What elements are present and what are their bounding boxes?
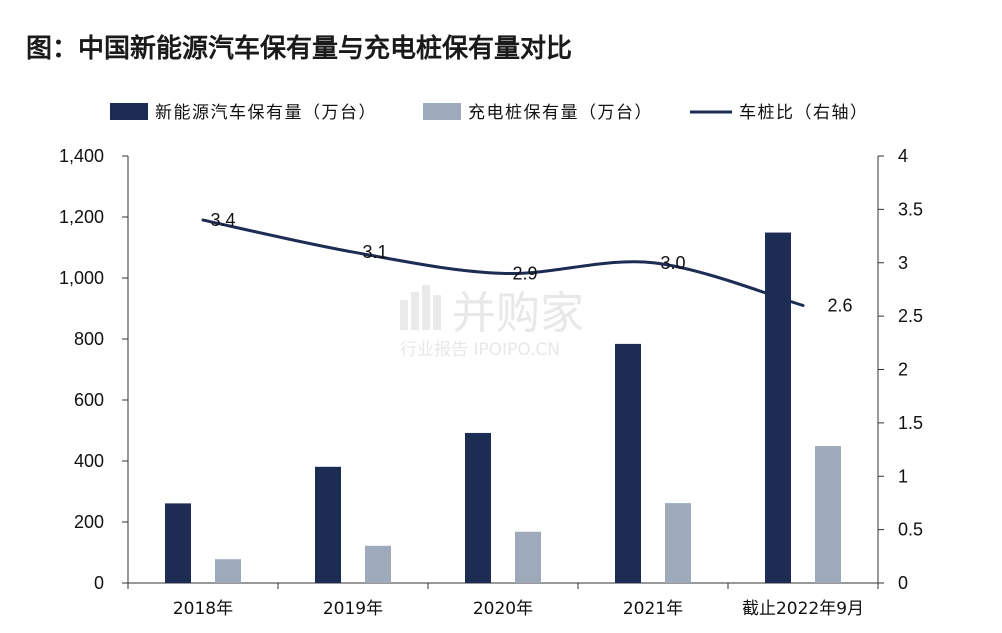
legend: 新能源汽车保有量（万台） 充电桩保有量（万台） 车桩比（右轴） (110, 103, 869, 123)
y-right-tick-label: 4 (898, 146, 908, 166)
page-title: 图：中国新能源汽车保有量与充电桩保有量对比 (26, 34, 573, 64)
y-left-tick-label: 400 (74, 451, 104, 471)
ratio-data-label-3: 3.0 (660, 253, 685, 273)
y-right-tick-label: 0.5 (898, 520, 923, 540)
ratio-data-label-2: 2.9 (512, 263, 537, 283)
y-left-tick-label: 800 (74, 329, 104, 349)
legend-label-1: 新能源汽车保有量（万台） (155, 103, 377, 123)
bar-ev-3 (615, 343, 641, 583)
y-left-tick-label: 0 (94, 573, 104, 593)
x-tick-label: 2019年 (323, 599, 383, 619)
y-right-tick-label: 0 (898, 573, 908, 593)
bar-ev-0 (165, 503, 191, 583)
watermark-logo-icon (400, 285, 441, 330)
watermark-sub: 行业报告 IPOIPO.CN (400, 340, 560, 360)
y-right-tick-label: 1 (898, 466, 908, 486)
y-right-tick-label: 2 (898, 360, 908, 380)
x-tick-label: 2021年 (623, 599, 683, 619)
y-right-tick-label: 1.5 (898, 413, 923, 433)
bar-ev-4 (765, 232, 791, 583)
x-tick-label: 2018年 (173, 599, 233, 619)
ratio-line: 3.4 3.1 2.9 3.0 2.6 (201, 210, 853, 315)
y-left-tick-label: 1,000 (59, 268, 104, 288)
ratio-data-label-0: 3.4 (210, 210, 235, 230)
ratio-data-label-1: 3.1 (362, 242, 387, 262)
bar-ev-1 (315, 466, 341, 583)
legend-label-2: 充电桩保有量（万台） (468, 103, 653, 123)
bar-charger-4 (815, 446, 841, 583)
ratio-data-label-4: 2.6 (827, 295, 852, 315)
y-right-tick-label: 3.5 (898, 199, 923, 219)
x-tick-label: 2020年 (473, 599, 533, 619)
y-right-tick-label: 2.5 (898, 306, 923, 326)
bar-charger-2 (515, 531, 541, 583)
legend-swatch-1 (110, 103, 148, 120)
watermark-brand: 并购家 (452, 288, 584, 339)
y-left-tick-label: 200 (74, 512, 104, 532)
legend-swatch-2 (423, 103, 461, 120)
axes: 0 200 400 600 800 1,000 1,200 1,400 0 0.5 1 1.5 2 2.5… (59, 146, 923, 619)
ratio-line-path (201, 218, 805, 307)
y-left-tick-label: 1,400 (59, 146, 104, 166)
bar-charger-0 (215, 559, 241, 583)
bars (165, 232, 841, 583)
x-tick-label: 截止2022年9月 (742, 599, 864, 619)
y-left-tick-label: 600 (74, 390, 104, 410)
bar-charger-1 (365, 545, 391, 583)
legend-label-3: 车桩比（右轴） (739, 103, 869, 123)
bar-charger-3 (665, 503, 691, 583)
y-left-tick-label: 1,200 (59, 207, 104, 227)
y-right-tick-label: 3 (898, 253, 908, 273)
bar-ev-2 (465, 432, 491, 583)
